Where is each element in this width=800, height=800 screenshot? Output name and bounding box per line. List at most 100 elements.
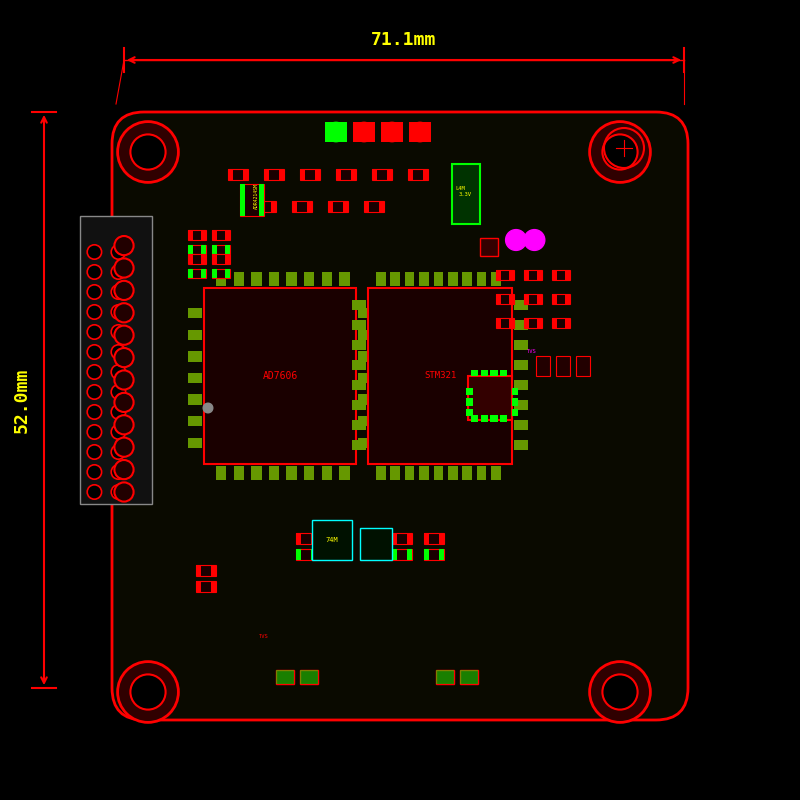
Circle shape: [326, 122, 346, 142]
Bar: [296, 533, 301, 544]
Bar: [360, 533, 365, 544]
Bar: [552, 294, 557, 304]
Bar: [201, 245, 206, 254]
Bar: [434, 272, 443, 286]
Bar: [392, 533, 397, 544]
Bar: [514, 440, 528, 450]
Circle shape: [114, 236, 134, 255]
Bar: [364, 201, 384, 212]
Circle shape: [118, 122, 178, 182]
Bar: [409, 122, 431, 142]
Bar: [424, 533, 429, 544]
Bar: [296, 549, 301, 560]
Bar: [423, 169, 428, 180]
Bar: [212, 254, 230, 264]
Bar: [188, 438, 202, 448]
Bar: [552, 294, 570, 304]
Bar: [514, 380, 528, 390]
Bar: [328, 201, 348, 212]
Bar: [212, 245, 217, 254]
Bar: [188, 438, 202, 448]
Bar: [328, 549, 333, 560]
Bar: [514, 400, 528, 410]
Circle shape: [111, 465, 126, 479]
Bar: [496, 270, 514, 280]
Bar: [552, 318, 557, 328]
Bar: [234, 272, 244, 286]
Bar: [379, 201, 384, 212]
Bar: [491, 272, 501, 286]
Bar: [448, 466, 458, 480]
Circle shape: [114, 370, 134, 390]
Bar: [462, 272, 472, 286]
Bar: [481, 415, 488, 422]
Circle shape: [111, 445, 126, 459]
Text: 71.1mm: 71.1mm: [371, 31, 437, 49]
Circle shape: [87, 385, 102, 399]
Bar: [514, 340, 528, 350]
Bar: [576, 356, 590, 376]
Circle shape: [111, 325, 126, 339]
Circle shape: [118, 662, 178, 722]
Bar: [352, 340, 366, 350]
Bar: [419, 272, 429, 286]
Circle shape: [111, 405, 126, 419]
Circle shape: [87, 465, 102, 479]
Bar: [264, 169, 284, 180]
Bar: [216, 466, 226, 480]
Circle shape: [114, 393, 134, 412]
Circle shape: [114, 482, 134, 502]
Bar: [343, 549, 348, 560]
Bar: [424, 549, 429, 560]
Circle shape: [111, 365, 126, 379]
Bar: [477, 466, 486, 480]
Text: ADR4214SM: ADR4214SM: [254, 183, 258, 209]
Bar: [392, 549, 397, 560]
Bar: [368, 288, 512, 464]
Bar: [188, 394, 202, 405]
Bar: [490, 415, 498, 422]
Bar: [448, 272, 458, 286]
Circle shape: [602, 674, 638, 710]
Circle shape: [111, 245, 126, 259]
Circle shape: [114, 438, 134, 457]
Bar: [240, 184, 264, 216]
Bar: [352, 400, 366, 410]
Bar: [514, 400, 528, 410]
Circle shape: [87, 285, 102, 299]
Bar: [514, 300, 528, 310]
Circle shape: [114, 460, 134, 479]
Text: TVS: TVS: [259, 634, 269, 638]
Bar: [462, 272, 472, 286]
Bar: [307, 201, 312, 212]
Bar: [439, 533, 444, 544]
Bar: [390, 466, 400, 480]
Bar: [466, 388, 473, 395]
Circle shape: [87, 245, 102, 259]
Bar: [491, 272, 501, 286]
Bar: [328, 201, 333, 212]
Circle shape: [114, 348, 134, 367]
Bar: [352, 360, 366, 370]
Bar: [358, 394, 372, 405]
Bar: [514, 440, 528, 450]
Bar: [468, 376, 512, 420]
Bar: [537, 294, 542, 304]
Bar: [376, 272, 386, 286]
Bar: [376, 466, 386, 480]
Bar: [565, 318, 570, 328]
Text: TVS: TVS: [527, 350, 537, 354]
Bar: [286, 272, 297, 286]
Bar: [225, 230, 230, 240]
Bar: [292, 201, 312, 212]
Bar: [300, 169, 305, 180]
Bar: [372, 169, 377, 180]
Circle shape: [602, 134, 638, 170]
Bar: [196, 581, 216, 592]
Bar: [339, 466, 350, 480]
Bar: [462, 466, 472, 480]
Bar: [216, 272, 226, 286]
Bar: [524, 294, 542, 304]
Bar: [360, 533, 380, 544]
Bar: [286, 272, 297, 286]
